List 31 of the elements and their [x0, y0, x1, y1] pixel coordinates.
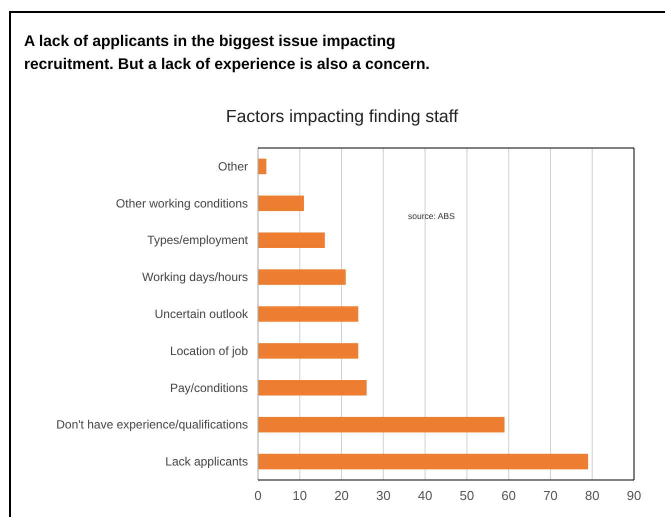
y-tick-label: Don't have experience/qualifications — [56, 418, 248, 432]
x-tick-label: 20 — [334, 488, 349, 503]
x-tick-label: 50 — [460, 488, 474, 503]
x-tick-label: 90 — [626, 488, 642, 503]
x-tick-label: 0 — [254, 488, 262, 503]
bar — [258, 454, 588, 470]
y-tick-label: Lack applicants — [165, 454, 248, 469]
x-tick-label: 10 — [292, 488, 308, 503]
y-tick-label: Uncertain outlook — [154, 307, 249, 321]
x-tick-label: 30 — [376, 488, 391, 503]
y-tick-label: Working days/hours — [142, 270, 248, 284]
y-tick-label: Other working conditions — [116, 196, 248, 210]
y-tick-label: Other — [218, 159, 248, 174]
annotation: source: ABS — [408, 211, 456, 221]
x-tick-label: 60 — [501, 488, 516, 503]
bar — [258, 196, 304, 212]
bar — [258, 306, 358, 322]
bar — [258, 158, 266, 174]
chart-subtitle: A lack of applicants in the biggest issue impacting recruitment. But a lack of experience is also a concern. — [24, 33, 430, 73]
x-tick-label: 80 — [584, 488, 600, 503]
bar — [258, 269, 346, 285]
x-tick-label: 40 — [418, 488, 432, 503]
x-tick-label: 70 — [543, 488, 558, 503]
y-tick-label: Pay/conditions — [170, 380, 248, 395]
bar — [258, 380, 367, 396]
bar — [258, 343, 358, 359]
y-tick-label: Types/employment — [147, 233, 249, 248]
chart-title: Factors impacting finding staff — [226, 106, 458, 126]
bar — [258, 232, 325, 248]
bar — [258, 416, 504, 432]
y-tick-label: Location of job — [170, 344, 248, 358]
